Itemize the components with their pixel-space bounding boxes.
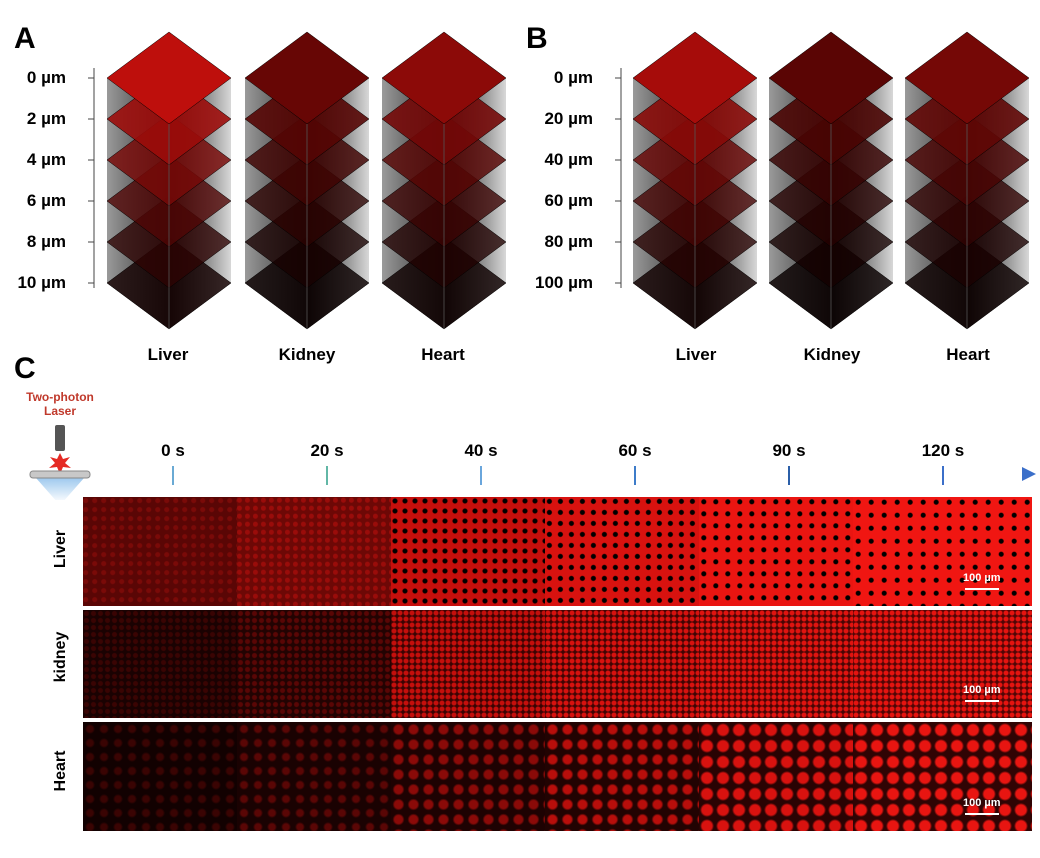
panel-c-label: C xyxy=(14,352,36,385)
row-label-heart: Heart xyxy=(52,750,69,792)
panel-b-depth-label: 80 µm xyxy=(544,232,593,251)
timeline xyxy=(29,425,1036,500)
liver-scale-label: 100 µm xyxy=(963,572,1001,584)
z-stack-a-liver xyxy=(106,31,232,330)
z-slice-shade xyxy=(633,32,757,124)
row-label-kidney: kidney xyxy=(52,631,69,683)
panel-a-depth-label: 10 µm xyxy=(17,273,66,292)
z-stack-a-heart xyxy=(381,31,507,330)
liver-frame-60s xyxy=(545,497,699,606)
kidney-frame-0s xyxy=(83,610,237,718)
liver-scale-bar xyxy=(965,588,999,590)
panel-b-depth-label: 0 µm xyxy=(553,68,593,87)
heart-frame-90s xyxy=(699,722,853,831)
heart-frame-20s xyxy=(237,722,391,831)
panel-b-depth-label: 100 µm xyxy=(535,273,593,292)
z-stack-a-kidney xyxy=(244,31,370,330)
panel-a-depth-label: 0 µm xyxy=(26,68,66,87)
time-label-120s: 120 s xyxy=(921,441,965,460)
panel-b-organ-kidney: Kidney xyxy=(803,345,861,364)
kidney-frame-90s xyxy=(699,610,853,718)
heart-scale-bar xyxy=(965,813,999,815)
time-label-90s: 90 s xyxy=(772,441,806,460)
z-slice-shade xyxy=(769,32,893,124)
heart-image-strip: 100 µm xyxy=(83,722,1032,831)
time-label-40s: 40 s xyxy=(464,441,498,460)
time-label-20s: 20 s xyxy=(310,441,344,460)
panel-a-label: A xyxy=(14,22,36,55)
panel-a-depth-label: 6 µm xyxy=(26,191,66,210)
panel-b-organ-heart: Heart xyxy=(946,345,990,364)
laser-label: Two-photon Laser xyxy=(15,390,105,418)
liver-frame-120s xyxy=(853,497,1032,606)
liver-frame-20s xyxy=(237,497,391,606)
liver-frame-0s xyxy=(83,497,237,606)
time-label-60s: 60 s xyxy=(618,441,652,460)
panel-a-organ-liver: Liver xyxy=(147,345,189,364)
panel-a-depth-label: 4 µm xyxy=(26,150,66,169)
laser-label-line2: Laser xyxy=(43,404,77,418)
microscope-stage-icon xyxy=(29,470,91,500)
laser-icon xyxy=(49,425,71,474)
z-stack-figures xyxy=(88,31,1030,330)
kidney-scale-bar xyxy=(965,700,999,702)
kidney-frame-20s xyxy=(237,610,391,718)
time-axis xyxy=(88,467,1036,481)
panel-a-depth-label: 2 µm xyxy=(26,109,66,128)
panel-a-organ-kidney: Kidney xyxy=(278,345,336,364)
panel-b-label: B xyxy=(526,22,548,55)
liver-frame-40s xyxy=(391,497,545,606)
heart-frame-0s xyxy=(83,722,237,831)
panel-b-depth-label: 40 µm xyxy=(544,150,593,169)
heart-frame-40s xyxy=(391,722,545,831)
time-label-0s: 0 s xyxy=(161,441,185,460)
liver-image-strip: 100 µm xyxy=(83,497,1032,606)
z-stack-b-heart xyxy=(904,31,1030,330)
kidney-scale-label: 100 µm xyxy=(963,684,1001,696)
panel-a-depth-label: 8 µm xyxy=(26,232,66,251)
heart-scale-label: 100 µm xyxy=(963,797,1001,809)
panel-a-organ-heart: Heart xyxy=(421,345,465,364)
row-label-liver: Liver xyxy=(52,529,69,569)
heart-frame-120s xyxy=(853,722,1032,831)
panel-b-depth-label: 20 µm xyxy=(544,109,593,128)
z-slice-shade xyxy=(382,32,506,124)
z-stack-b-kidney xyxy=(768,31,894,330)
time-ticks xyxy=(172,466,944,485)
liver-frame-90s xyxy=(699,497,853,606)
z-stack-b-liver xyxy=(632,31,758,330)
kidney-image-strip: 100 µm xyxy=(83,610,1032,718)
kidney-frame-120s xyxy=(853,610,1032,718)
z-slice-shade xyxy=(107,32,231,124)
panel-b-organ-liver: Liver xyxy=(675,345,717,364)
panel-b-depth-label: 60 µm xyxy=(544,191,593,210)
heart-frame-60s xyxy=(545,722,699,831)
laser-label-line1: Two-photon xyxy=(26,390,94,404)
kidney-frame-40s xyxy=(391,610,545,718)
kidney-frame-60s xyxy=(545,610,699,718)
z-slice-shade xyxy=(905,32,1029,124)
z-slice-shade xyxy=(245,32,369,124)
